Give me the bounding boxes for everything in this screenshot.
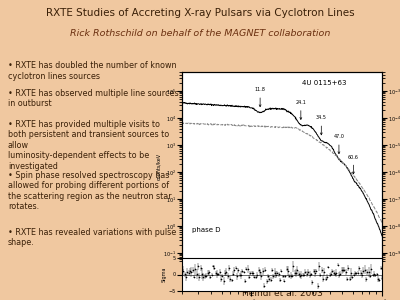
Text: • RXTE has provided multiple visits to
both persistent and transient sources to
: • RXTE has provided multiple visits to b… xyxy=(8,120,169,171)
Y-axis label: Sigma: Sigma xyxy=(162,267,167,282)
Text: 24.1: 24.1 xyxy=(296,100,306,119)
Text: Rick Rothschild on behalf of the MAGNET collaboration: Rick Rothschild on behalf of the MAGNET … xyxy=(70,28,330,38)
Text: • Spin phase resolved spectroscopy has
allowed for probing different portions of: • Spin phase resolved spectroscopy has a… xyxy=(8,171,172,211)
Text: Heindl et al. 2003: Heindl et al. 2003 xyxy=(242,290,322,298)
Text: • RXTE has revealed variations with pulse
shape.: • RXTE has revealed variations with puls… xyxy=(8,228,176,248)
Text: phase D: phase D xyxy=(192,227,220,233)
Text: • RXTE has doubled the number of known
cyclotron lines sources: • RXTE has doubled the number of known c… xyxy=(8,61,176,81)
Text: • RXTE has observed multiple line sources
in outburst: • RXTE has observed multiple line source… xyxy=(8,88,179,108)
Text: 60.6: 60.6 xyxy=(348,154,359,174)
Y-axis label: counts/keV: counts/keV xyxy=(156,153,161,180)
Text: 47.0: 47.0 xyxy=(334,134,344,154)
Text: 34.5: 34.5 xyxy=(316,116,327,135)
Text: RXTE Studies of Accreting X-ray Pulsars via Cyclotron Lines: RXTE Studies of Accreting X-ray Pulsars … xyxy=(46,8,354,17)
Text: 11.8: 11.8 xyxy=(255,87,266,107)
Text: 4U 0115+63: 4U 0115+63 xyxy=(302,80,346,85)
